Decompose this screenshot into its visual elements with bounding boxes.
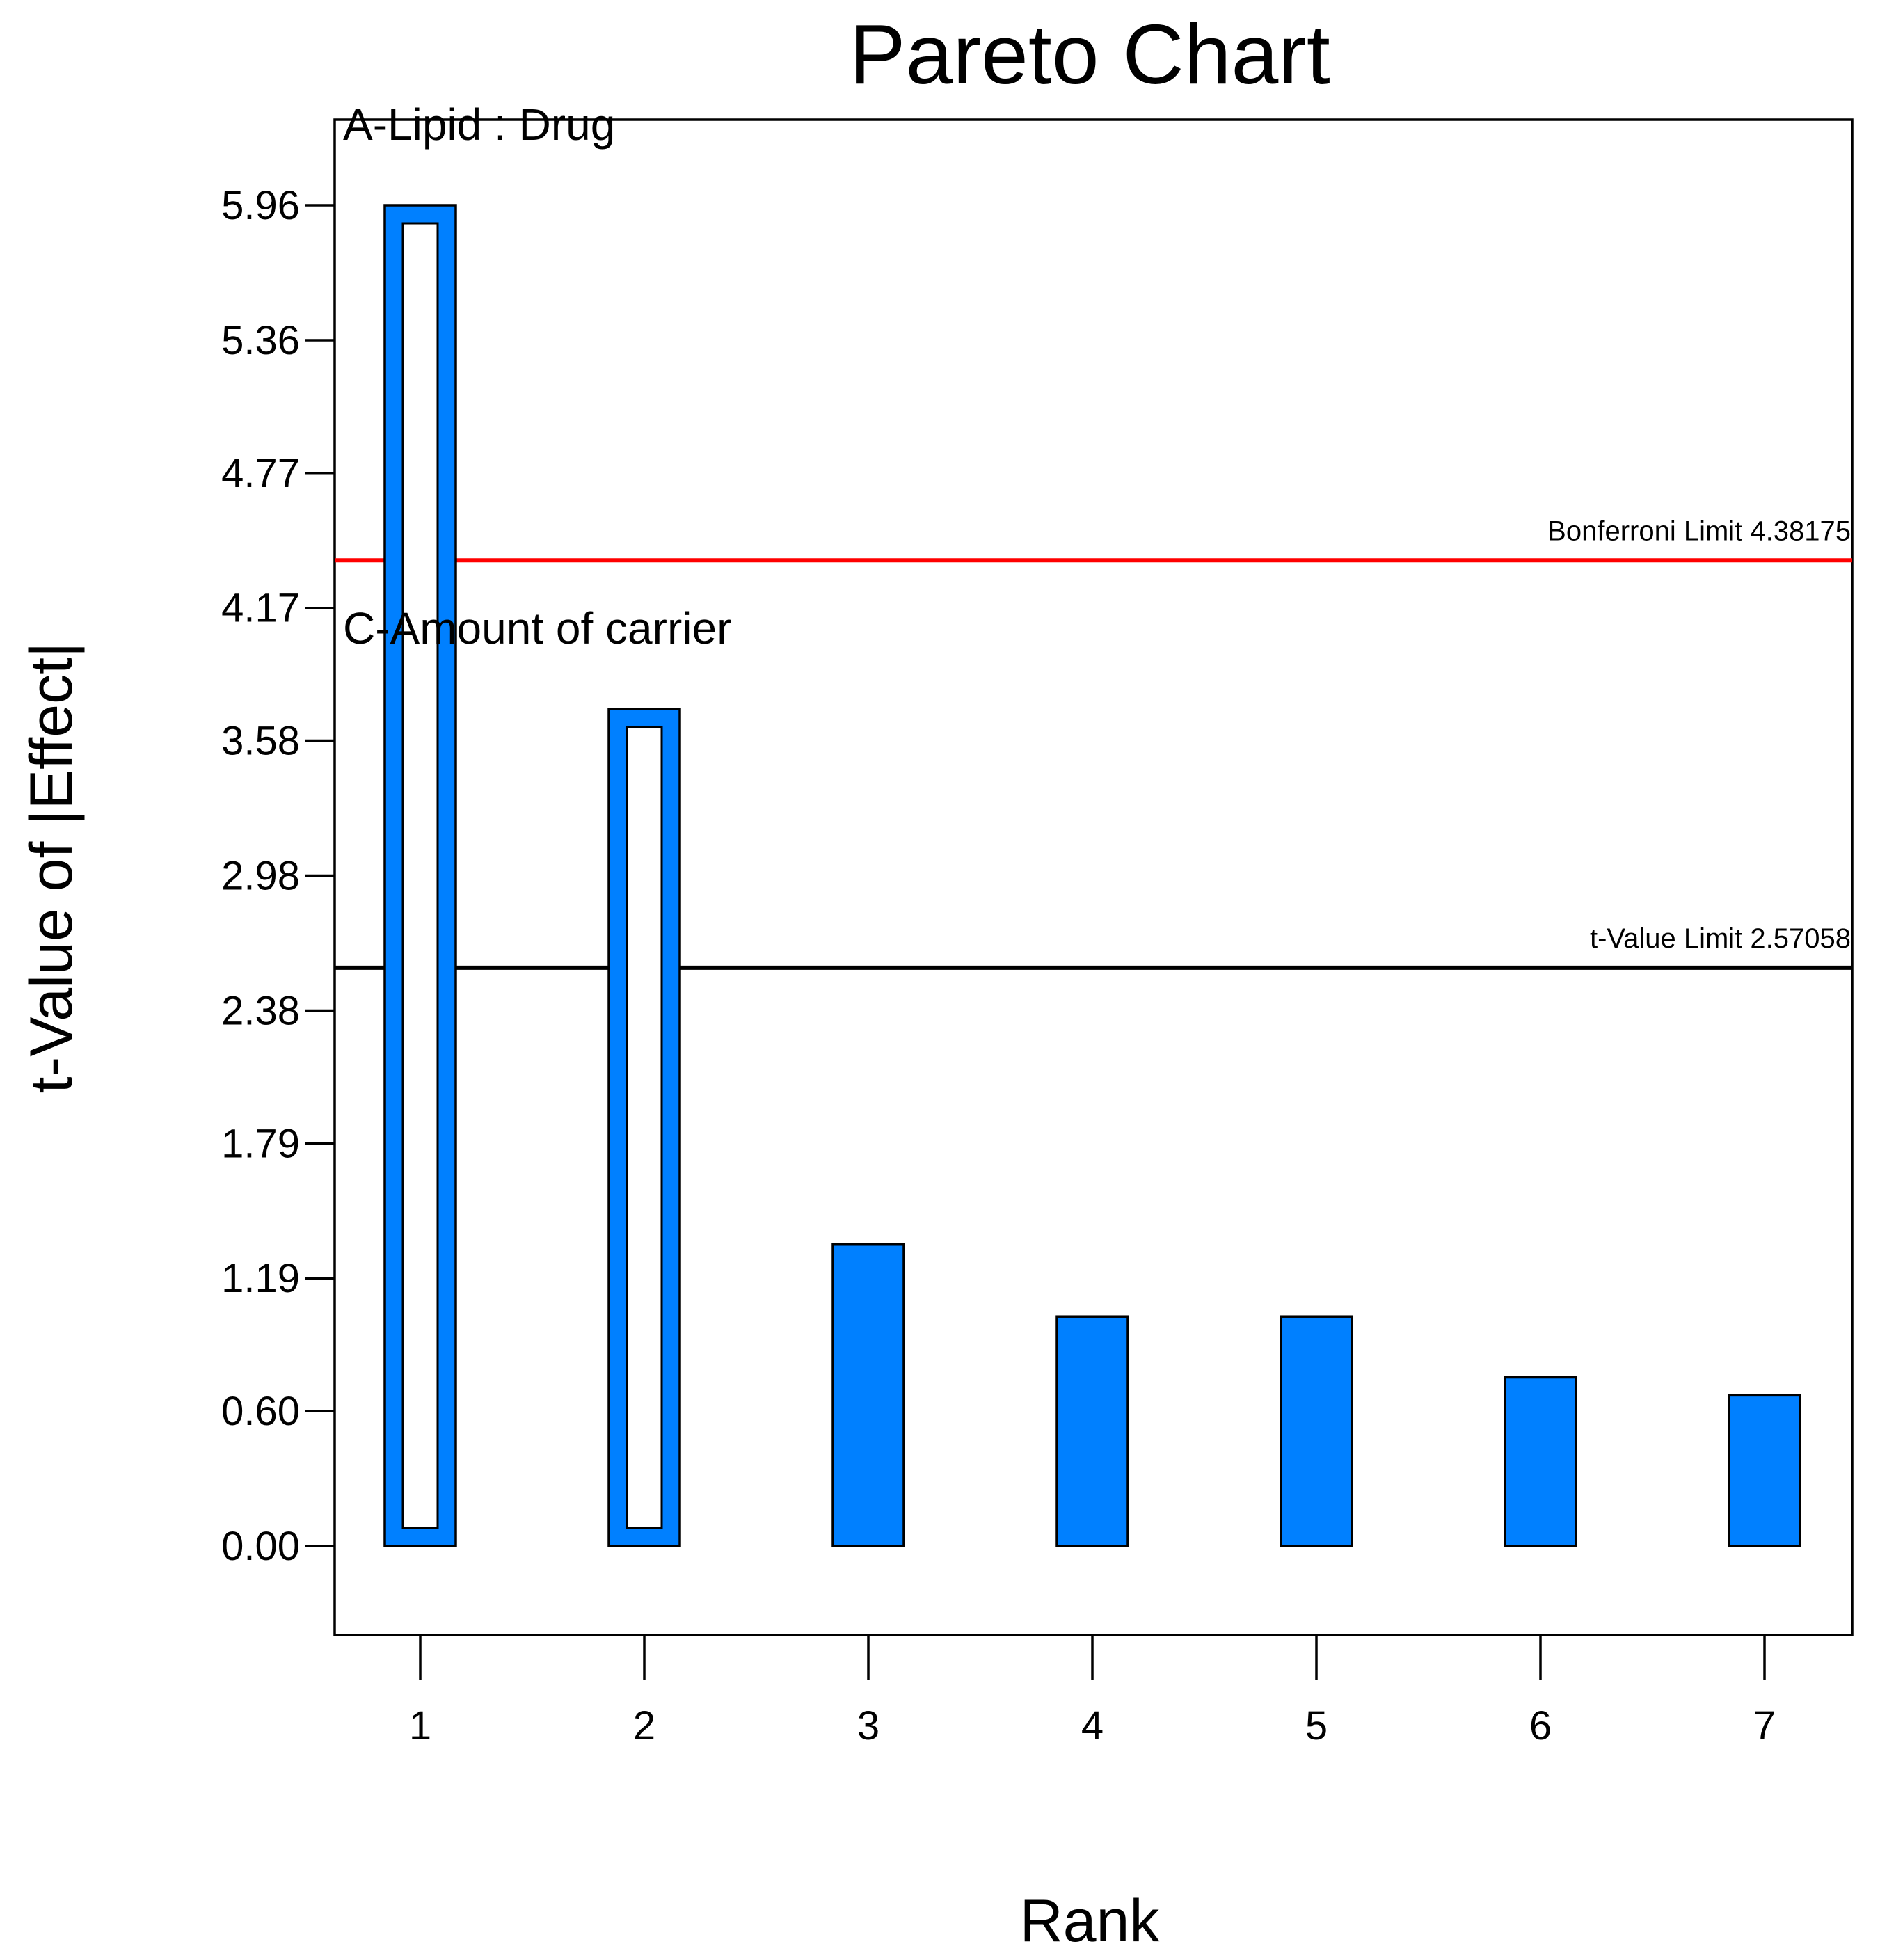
y-tick-label: 0.60 [221,1389,300,1434]
bar-inner-rank-2 [626,726,663,1529]
bar-rank-7 [1728,1394,1801,1547]
x-tick-label: 2 [633,1703,655,1748]
bar-label-rank-2: C-Amount of carrier [343,603,731,653]
y-tick-label: 0.00 [221,1524,300,1569]
x-tick-label: 4 [1081,1703,1104,1748]
bar-inner-rank-1 [401,222,439,1529]
x-axis-ticks: 1 2 3 4 5 6 7 [409,1635,1776,1748]
bar-label-rank-1: A-Lipid : Drug [343,99,615,150]
chart-title: Pareto Chart [849,7,1330,102]
reference-lines: Bonferroni Limit 4.38175 t-Value Limit 2.… [335,516,1852,970]
x-tick-label: 3 [857,1703,879,1748]
y-tick-label: 1.19 [221,1256,300,1301]
x-tick-label: 1 [409,1703,431,1748]
bar-labels: A-Lipid : Drug C-Amount of carrier [343,99,731,653]
y-tick-label: 2.98 [221,854,300,899]
y-tick-label: 5.36 [221,318,300,363]
x-axis-title: Rank [1020,1888,1161,1954]
bar-rank-5 [1280,1315,1353,1547]
bonferroni-limit-label: Bonferroni Limit 4.38175 [1547,516,1851,546]
x-tick-label: 5 [1305,1703,1328,1748]
y-axis-ticks: 0.00 0.60 1.19 1.79 2.38 2.98 3.58 4.17 4.77 5.36… [221,183,335,1569]
bar-rank-4 [1055,1315,1129,1547]
x-tick-label: 7 [1753,1703,1776,1748]
bars [383,204,1801,1547]
y-tick-label: 5.96 [221,183,300,228]
t-value-limit-label: t-Value Limit 2.57058 [1590,923,1851,954]
y-tick-label: 2.38 [221,988,300,1033]
y-tick-label: 1.79 [221,1121,300,1166]
y-tick-label: 3.58 [221,719,300,764]
y-axis-title: t-Value of |Effect| [18,642,85,1094]
y-tick-label: 4.77 [221,451,300,496]
bar-rank-6 [1504,1376,1577,1547]
x-tick-label: 6 [1529,1703,1552,1748]
y-tick-label: 4.17 [221,586,300,631]
bar-rank-3 [831,1243,905,1547]
